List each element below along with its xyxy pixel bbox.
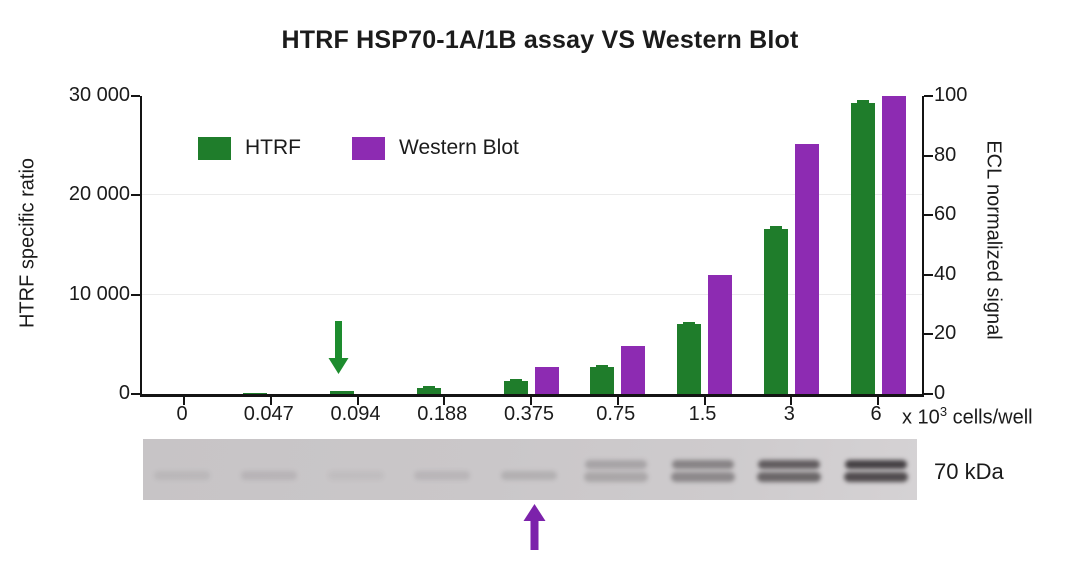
- right-axis-tick: [924, 393, 933, 395]
- right-axis-tick-label: 100: [934, 84, 968, 106]
- blot-band-0.188: [414, 471, 471, 480]
- blot-band-3: [757, 472, 822, 482]
- blot-band-6: [845, 460, 907, 469]
- plot-area: [131, 95, 933, 405]
- x-axis-tick: [703, 397, 706, 405]
- bar-htrf-0.75: [590, 367, 615, 394]
- left-axis-tick-label: 0: [118, 382, 130, 404]
- bar-htrf-3: [763, 229, 788, 394]
- x-axis-tick: [790, 397, 793, 405]
- blot-band-3: [758, 460, 821, 469]
- blot-band-0: [154, 471, 210, 480]
- bar-western-blot-6: [881, 96, 906, 394]
- bar-htrf-1.5: [677, 324, 701, 394]
- x-axis-tick-label: 0.047: [243, 403, 294, 425]
- x-axis-tick: [616, 397, 619, 405]
- right-axis-tick-label: 20: [934, 322, 957, 345]
- x-axis-tick: [269, 397, 272, 405]
- error-bar-htrf-1.5: [683, 322, 695, 325]
- blot-band-0.094: [327, 471, 384, 480]
- x-axis-tick: [183, 397, 185, 405]
- right-axis-tick: [924, 273, 933, 276]
- legend-swatch-western-blot: [352, 137, 385, 160]
- legend-label-htrf: HTRF: [245, 136, 301, 159]
- left-axis-tick: [131, 293, 140, 296]
- right-axis-tick: [924, 214, 933, 217]
- x-axis-tick-label: 0: [176, 403, 188, 425]
- error-bar-htrf-3: [769, 225, 782, 230]
- gridline: [142, 293, 922, 295]
- x-axis-tick-label: 0.094: [330, 403, 381, 425]
- x-axis-tick: [877, 397, 879, 405]
- blot-band-6: [844, 472, 908, 482]
- left-axis-tick-label: 20 000: [68, 183, 130, 206]
- legend-label-western-blot: Western Blot: [399, 136, 519, 159]
- bar-htrf-0.375: [503, 381, 528, 394]
- blot-band-0.75: [583, 472, 648, 482]
- molecular-weight-label: 70 kDa: [934, 459, 1004, 484]
- left-axis-tick: [131, 194, 140, 197]
- error-bar-htrf-0.375: [509, 379, 522, 382]
- left-axis-tick: [131, 95, 140, 97]
- x-axis-unit-exponent: 3: [939, 404, 948, 419]
- x-axis-tick-label: 1.5: [688, 403, 717, 425]
- right-axis-tick: [924, 95, 933, 97]
- bar-htrf-6: [850, 102, 875, 394]
- blot-band-0.75: [584, 460, 647, 469]
- right-axis-tick-label: 60: [934, 203, 957, 226]
- bar-western-blot-1.5: [708, 274, 732, 394]
- right-axis-tick: [924, 333, 933, 336]
- x-axis-tick-label: 6: [870, 403, 882, 425]
- bar-htrf-0.188: [416, 388, 441, 394]
- blot-band-1.5: [670, 472, 735, 482]
- x-axis-tick: [443, 397, 446, 405]
- bar-htrf-0.094: [330, 390, 354, 394]
- right-axis-label: ECL normalized signal: [982, 140, 1005, 340]
- western-blot-strip: [143, 439, 917, 500]
- blot-band-0.047: [240, 471, 297, 480]
- blot-band-0.375: [501, 471, 557, 480]
- x-axis-tick: [530, 397, 532, 405]
- error-bar-htrf-6: [856, 100, 869, 103]
- x-axis-unit-prefix: x 10: [902, 406, 940, 429]
- x-axis-unit-suffix: cells/well: [952, 406, 1033, 429]
- bar-western-blot-0.75: [621, 346, 646, 394]
- legend-swatch-htrf: [198, 137, 231, 160]
- x-axis-tick-label: 0.375: [503, 403, 555, 425]
- bar-western-blot-3: [794, 143, 819, 394]
- x-axis-unit-label: x 103 cells/well: [902, 404, 1033, 430]
- green-down-arrow-icon: [328, 321, 349, 374]
- x-axis-tick-label: 0.75: [596, 403, 636, 425]
- right-axis-tick: [924, 154, 933, 157]
- purple-up-arrow-icon: [523, 504, 546, 550]
- left-axis-tick-label: 30 000: [68, 84, 130, 106]
- x-axis-tick-label: 3: [783, 403, 795, 425]
- error-bar-htrf-0.75: [596, 365, 609, 368]
- x-axis-tick: [356, 397, 359, 405]
- bar-western-blot-0.375: [534, 367, 559, 394]
- bar-htrf-0.047: [243, 392, 268, 394]
- error-bar-htrf-0.188: [422, 386, 435, 389]
- right-axis-tick-label: 0: [934, 382, 946, 404]
- chart-title: HTRF HSP70-1A/1B assay VS Western Blot: [281, 26, 799, 54]
- blot-band-1.5: [671, 460, 734, 469]
- right-axis-tick-label: 80: [934, 143, 957, 166]
- x-axis-tick-label: 0.188: [417, 403, 468, 425]
- left-axis-tick: [131, 393, 140, 395]
- left-axis-tick-label: 10 000: [68, 282, 130, 305]
- right-axis-tick-label: 40: [934, 262, 957, 285]
- gridline: [142, 194, 922, 196]
